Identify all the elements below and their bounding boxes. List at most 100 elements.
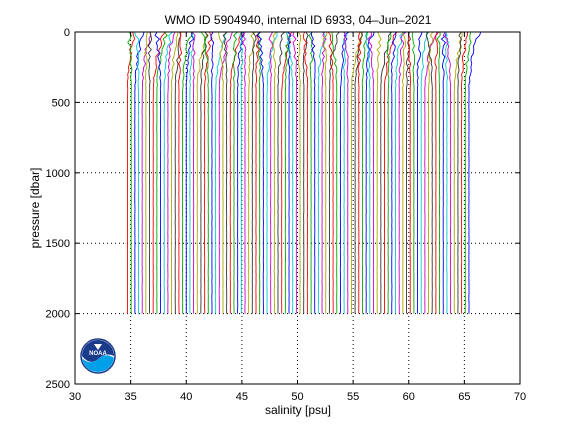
x-axis-label: salinity [psu]: [265, 403, 331, 417]
salinity-profile-line: [302, 31, 309, 314]
salinity-profile-line: [134, 31, 145, 314]
salinity-profile-line: [468, 31, 482, 314]
salinity-profiles: [126, 31, 482, 314]
salinity-profile-line: [339, 31, 350, 314]
salinity-profile-line: [460, 31, 469, 314]
salinity-profile-line: [442, 31, 452, 314]
salinity-profile-line: [357, 31, 362, 314]
salinity-profile-line: [237, 31, 245, 314]
salinity-profile-line: [248, 31, 256, 314]
salinity-profile-line: [163, 31, 173, 314]
salinity-profile-line: [464, 31, 472, 314]
salinity-profile-line: [420, 31, 428, 314]
salinity-profile-line: [321, 31, 327, 314]
salinity-profile-line: [436, 31, 441, 314]
salinity-profile-line: [394, 31, 406, 314]
salinity-profile-line: [386, 31, 392, 314]
y-tick-label: 500: [52, 97, 70, 109]
salinity-profile-line: [268, 31, 274, 314]
y-tick-label: 1500: [46, 238, 70, 250]
salinity-profile-line: [218, 31, 233, 314]
y-tick-label: 0: [64, 27, 70, 39]
salinity-profile-line: [331, 31, 338, 314]
salinity-profile-line: [191, 31, 196, 314]
salinity-profile-line: [354, 31, 363, 314]
noaa-logo-text: NOAA: [89, 351, 107, 357]
salinity-profile-line: [141, 31, 152, 314]
salinity-profile-line: [196, 31, 208, 314]
salinity-profile-line: [241, 31, 247, 314]
salinity-profile-line: [144, 31, 148, 314]
x-tick-label: 55: [347, 391, 359, 403]
noaa-logo-top: [82, 340, 114, 362]
salinity-profile-line: [266, 31, 278, 314]
salinity-profile-line: [204, 31, 213, 314]
salinity-profile-line: [376, 31, 382, 314]
salinity-profile-line: [434, 31, 440, 314]
salinity-profile-line: [427, 31, 434, 314]
y-tick-label: 2500: [46, 379, 70, 391]
salinity-profile-line: [232, 31, 238, 314]
salinity-profile-line: [297, 31, 302, 314]
noaa-logo: NOAA: [80, 338, 116, 374]
salinity-profile-line: [167, 31, 176, 314]
salinity-profile-line: [174, 31, 182, 314]
salinity-profile-line: [367, 31, 375, 314]
noaa-logo-wave: [82, 355, 114, 372]
noaa-logo-gull: [94, 344, 102, 350]
chart-title: WMO ID 5904940, internal ID 6933, 04–Jun…: [165, 13, 432, 27]
x-tick-label: 30: [69, 391, 81, 403]
x-tick-label: 45: [236, 391, 248, 403]
salinity-profile-line: [342, 31, 348, 314]
salinity-profile-line: [411, 31, 416, 314]
salinity-profile-line: [154, 31, 162, 314]
salinity-profile-line: [317, 31, 326, 314]
salinity-profile-line: [185, 31, 195, 314]
salinity-profile-line: [285, 31, 294, 314]
salinity-profile-line: [343, 31, 349, 314]
salinity-profile-line: [255, 31, 262, 314]
salinity-profile-line: [239, 31, 244, 314]
x-tick-label: 65: [458, 391, 470, 403]
salinity-profile-line: [218, 31, 224, 314]
salinity-profile-line: [350, 31, 363, 314]
salinity-profile-line: [424, 31, 438, 314]
salinity-profile-line: [365, 31, 371, 314]
salinity-profile-line: [200, 31, 209, 314]
x-tick-label: 40: [180, 391, 192, 403]
salinity-profile-line: [425, 31, 433, 314]
salinity-profile-line: [405, 31, 412, 314]
salinity-profile-line: [215, 31, 228, 314]
salinity-profile-line: [401, 31, 407, 314]
salinity-profile-line: [361, 31, 368, 314]
salinity-profile-line: [383, 31, 398, 314]
y-axis-label: pressure [dbar]: [28, 168, 42, 249]
salinity-profile-line: [327, 31, 334, 314]
salinity-profile-line: [256, 31, 265, 314]
salinity-profile-line: [147, 31, 153, 314]
salinity-profile-line: [189, 31, 195, 314]
salinity-profile-line: [416, 31, 423, 314]
salinity-profile-line: [182, 31, 193, 314]
salinity-profile-line: [222, 31, 228, 314]
salinity-profile-line: [453, 31, 463, 314]
x-axis-ticks: 30 35 40 45 50 55 60 65 70: [69, 32, 526, 403]
y-tick-label: 2000: [46, 309, 70, 321]
salinity-profile-line: [251, 31, 257, 314]
x-tick-label: 35: [125, 391, 137, 403]
salinity-profile-line: [310, 31, 316, 314]
y-tick-label: 1000: [46, 168, 70, 180]
salinity-profile-line: [322, 31, 328, 314]
salinity-profile-line: [407, 31, 412, 314]
salinity-profile-line: [365, 31, 375, 314]
salinity-profile-line: [457, 31, 462, 314]
salinity-profile-line: [284, 31, 290, 314]
salinity-profile-line: [328, 31, 340, 314]
salinity-profile-line: [257, 31, 262, 314]
salinity-profile-line: [281, 31, 293, 314]
salinity-profile-line: [210, 31, 215, 314]
salinity-profile-line: [308, 31, 314, 314]
y-axis-ticks: 0 500 1000 1500 2000 2500: [46, 27, 520, 391]
x-tick-label: 70: [514, 391, 526, 403]
